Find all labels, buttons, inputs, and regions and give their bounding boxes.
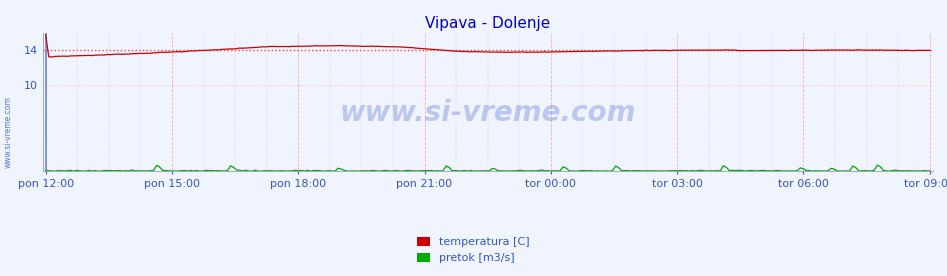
Title: Vipava - Dolenje: Vipava - Dolenje [425, 15, 550, 31]
Text: www.si-vreme.com: www.si-vreme.com [4, 97, 13, 168]
Text: www.si-vreme.com: www.si-vreme.com [339, 99, 636, 127]
Legend: temperatura [C], pretok [m3/s]: temperatura [C], pretok [m3/s] [413, 232, 534, 268]
